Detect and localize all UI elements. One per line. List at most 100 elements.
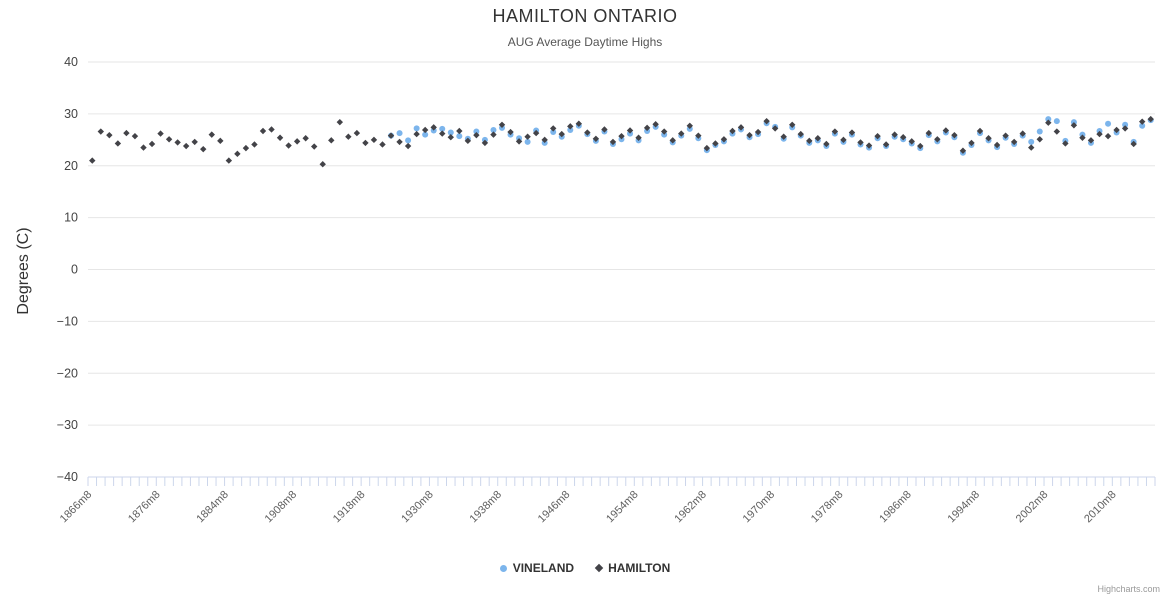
hamilton-point[interactable] <box>848 129 856 136</box>
vineland-point[interactable] <box>447 129 454 136</box>
hamilton-point[interactable] <box>1130 140 1137 148</box>
hamilton-point[interactable] <box>917 142 924 150</box>
hamilton-point[interactable] <box>311 143 318 150</box>
hamilton-point[interactable] <box>712 140 719 147</box>
vineland-point[interactable] <box>490 126 497 133</box>
legend-item-vineland[interactable]: VINELAND <box>499 561 574 575</box>
hamilton-point[interactable] <box>200 145 207 153</box>
hamilton-point[interactable] <box>695 132 702 139</box>
hamilton-point[interactable] <box>345 133 352 140</box>
hamilton-point[interactable] <box>336 118 344 126</box>
vineland-point[interactable] <box>396 130 403 137</box>
hamilton-point[interactable] <box>89 157 96 164</box>
hamilton-point[interactable] <box>413 130 420 138</box>
hamilton-point[interactable] <box>1028 144 1035 151</box>
hamilton-point[interactable] <box>515 138 523 145</box>
hamilton-point[interactable] <box>165 136 173 143</box>
hamilton-point[interactable] <box>942 127 950 134</box>
hamilton-point[interactable] <box>464 137 472 145</box>
hamilton-point[interactable] <box>1002 132 1009 139</box>
hamilton-point[interactable] <box>686 122 693 130</box>
hamilton-point[interactable] <box>789 121 796 128</box>
hamilton-point[interactable] <box>447 134 454 141</box>
hamilton-point[interactable] <box>234 150 241 158</box>
hamilton-point[interactable] <box>643 124 651 132</box>
hamilton-point[interactable] <box>148 140 156 148</box>
hamilton-point[interactable] <box>1138 118 1146 125</box>
hamilton-point[interactable] <box>1087 137 1095 144</box>
hamilton-point[interactable] <box>959 147 967 154</box>
hamilton-point[interactable] <box>771 125 779 132</box>
hamilton-point[interactable] <box>157 130 164 137</box>
hamilton-point[interactable] <box>430 124 437 131</box>
hamilton-point[interactable] <box>370 136 378 144</box>
legend-item-hamilton[interactable]: HAMILTON <box>594 561 670 575</box>
vineland-point[interactable] <box>1105 120 1112 127</box>
hamilton-point[interactable] <box>831 128 839 135</box>
hamilton-point[interactable] <box>567 123 574 130</box>
hamilton-point[interactable] <box>439 130 446 137</box>
hamilton-point[interactable] <box>507 128 514 136</box>
hamilton-point[interactable] <box>259 127 267 135</box>
hamilton-point[interactable] <box>609 138 617 146</box>
hamilton-point[interactable] <box>473 131 480 139</box>
hamilton-point[interactable] <box>1062 140 1069 147</box>
hamilton-point[interactable] <box>268 126 275 133</box>
hamilton-point[interactable] <box>217 137 224 145</box>
vineland-point[interactable] <box>1036 128 1043 135</box>
vineland-point[interactable] <box>1139 122 1146 129</box>
hamilton-point[interactable] <box>575 120 583 127</box>
hamilton-point[interactable] <box>780 133 787 140</box>
vineland-point[interactable] <box>456 133 463 140</box>
hamilton-point[interactable] <box>1045 119 1052 126</box>
hamilton-point[interactable] <box>1079 134 1086 141</box>
hamilton-point[interactable] <box>797 130 804 138</box>
hamilton-point[interactable] <box>182 142 190 150</box>
hamilton-point[interactable] <box>387 132 395 139</box>
hamilton-point[interactable] <box>404 142 412 150</box>
hamilton-point[interactable] <box>584 129 591 136</box>
hamilton-point[interactable] <box>208 131 215 138</box>
hamilton-point[interactable] <box>1113 126 1120 134</box>
hamilton-point[interactable] <box>1096 130 1103 138</box>
vineland-point[interactable] <box>439 125 446 132</box>
hamilton-point[interactable] <box>925 129 932 137</box>
hamilton-point[interactable] <box>114 140 122 147</box>
hamilton-point[interactable] <box>678 130 685 137</box>
hamilton-point[interactable] <box>421 126 429 134</box>
hamilton-point[interactable] <box>934 136 941 143</box>
hamilton-point[interactable] <box>763 117 770 125</box>
hamilton-point[interactable] <box>806 137 813 145</box>
hamilton-point[interactable] <box>251 141 258 148</box>
hamilton-point[interactable] <box>276 134 284 141</box>
hamilton-point[interactable] <box>669 137 676 144</box>
vineland-point[interactable] <box>473 128 480 135</box>
hamilton-point[interactable] <box>823 140 830 148</box>
hamilton-point[interactable] <box>1019 130 1026 137</box>
vineland-point[interactable] <box>413 125 420 132</box>
hamilton-point[interactable] <box>174 139 181 146</box>
hamilton-point[interactable] <box>379 141 386 148</box>
hamilton-point[interactable] <box>592 135 600 142</box>
hamilton-point[interactable] <box>1104 132 1112 140</box>
hamilton-point[interactable] <box>746 131 753 139</box>
hamilton-point[interactable] <box>899 134 907 141</box>
hamilton-point[interactable] <box>874 132 881 140</box>
hamilton-point[interactable] <box>285 142 292 149</box>
hamilton-point[interactable] <box>328 137 335 144</box>
hamilton-point[interactable] <box>456 127 463 135</box>
hamilton-point[interactable] <box>882 141 890 148</box>
hamilton-point[interactable] <box>985 135 992 142</box>
vineland-point[interactable] <box>1053 118 1060 125</box>
hamilton-point[interactable] <box>396 138 403 146</box>
hamilton-point[interactable] <box>1070 122 1078 129</box>
hamilton-point[interactable] <box>1010 138 1018 146</box>
hamilton-point[interactable] <box>993 141 1001 149</box>
hamilton-point[interactable] <box>498 121 506 128</box>
hamilton-point[interactable] <box>362 139 369 147</box>
vineland-point[interactable] <box>1028 138 1035 145</box>
vineland-point[interactable] <box>1122 121 1129 128</box>
hamilton-point[interactable] <box>1053 128 1061 135</box>
hamilton-point[interactable] <box>490 131 497 138</box>
hamilton-point[interactable] <box>524 133 531 140</box>
